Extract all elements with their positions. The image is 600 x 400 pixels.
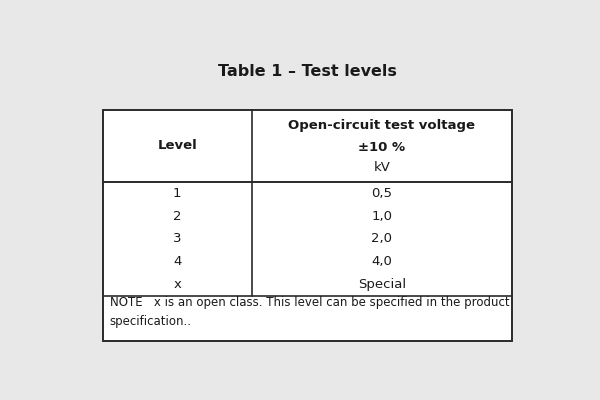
Text: Table 1 – Test levels: Table 1 – Test levels xyxy=(218,64,397,79)
Text: kV: kV xyxy=(373,161,391,174)
Text: 2,0: 2,0 xyxy=(371,232,392,246)
Text: 4,0: 4,0 xyxy=(371,255,392,268)
Text: 2: 2 xyxy=(173,210,182,223)
Text: 4: 4 xyxy=(173,255,181,268)
Text: NOTE   x is an open class. This level can be specified in the product
specificat: NOTE x is an open class. This level can … xyxy=(110,296,509,328)
Text: 0,5: 0,5 xyxy=(371,187,392,200)
Text: 1: 1 xyxy=(173,187,182,200)
Text: 1,0: 1,0 xyxy=(371,210,392,223)
Text: ±10 %: ±10 % xyxy=(358,141,406,154)
Text: Level: Level xyxy=(157,139,197,152)
Text: Special: Special xyxy=(358,278,406,291)
Text: x: x xyxy=(173,278,181,291)
Text: Open-circuit test voltage: Open-circuit test voltage xyxy=(289,119,475,132)
Text: 3: 3 xyxy=(173,232,182,246)
FancyBboxPatch shape xyxy=(103,110,512,341)
